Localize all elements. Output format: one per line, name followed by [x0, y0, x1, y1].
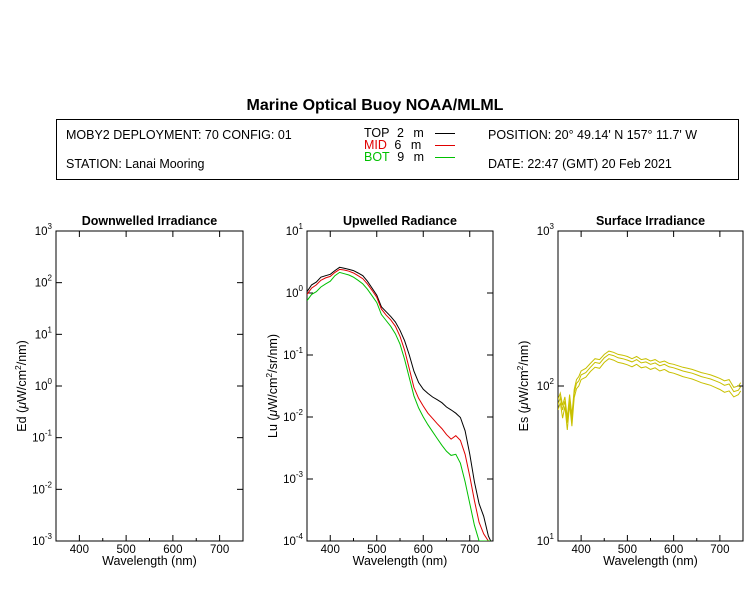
- downwelled-y-tick-label: 102: [35, 274, 53, 290]
- upwelled-x-tick-label: 600: [414, 544, 433, 556]
- downwelled-y-tick-label: 10-2: [32, 480, 52, 496]
- upwelled-x-tick-label: 500: [367, 544, 386, 556]
- upwelled-series-line-1: [307, 268, 491, 541]
- legend-top-name: TOP: [364, 126, 390, 140]
- downwelled-x-tick-label: 500: [117, 544, 136, 556]
- surface-plot-frame: [557, 230, 744, 542]
- downwelled-plot-frame: [55, 230, 244, 542]
- downwelled-x-tick-label: 400: [70, 544, 89, 556]
- date-text: DATE: 22:47 (GMT) 20 Feb 2021: [488, 157, 672, 171]
- downwelled-x-tick-label: 600: [163, 544, 182, 556]
- downwelled-y-axis-label: Ed (μW/cm2/nm): [13, 340, 29, 431]
- upwelled-x-tick-label: 700: [460, 544, 479, 556]
- legend-mid-depth: 6: [394, 138, 402, 152]
- upwelled-series-line-0: [307, 266, 492, 541]
- surface-y-tick-label: 101: [537, 532, 555, 548]
- downwelled-chart: Downwelled Irradiance 400 500 600 700 Wavelen…: [13, 214, 244, 568]
- legend-bot-name: BOT: [364, 150, 390, 164]
- surface-y-tick-label: 103: [537, 222, 555, 238]
- downwelled-x-tick-label: 700: [210, 544, 229, 556]
- position-text: POSITION: 20° 49.14' N 157° 11.7' W: [488, 128, 698, 142]
- legend-mid-name: MID: [364, 138, 387, 152]
- page-title: Marine Optical Buoy NOAA/MLML: [246, 97, 504, 114]
- downwelled-y-tick-label: 100: [35, 377, 53, 393]
- surface-x-tick-label: 700: [710, 544, 729, 556]
- downwelled-y-tick-label: 10-3: [32, 532, 52, 548]
- upwelled-y-axis-label: Lu (μW/cm2/sr/nm): [264, 334, 280, 438]
- upwelled-y-tick-label: 100: [286, 284, 304, 300]
- surface-series-line-2: [558, 358, 742, 431]
- upwelled-chart-title: Upwelled Radiance: [343, 214, 457, 228]
- legend-mid-line: [435, 145, 455, 146]
- surface-y-tick-label: 102: [537, 377, 555, 393]
- upwelled-y-tick-label: 101: [286, 222, 304, 238]
- legend-top-depth: 2: [396, 126, 404, 140]
- surface-y-axis-label: Es (μW/cm2/nm): [515, 341, 531, 432]
- legend-bot-unit: m: [413, 150, 425, 164]
- upwelled-series-line-2: [307, 271, 491, 541]
- downwelled-y-tick-label: 103: [35, 222, 53, 238]
- station-text: STATION: Lanai Mooring: [66, 157, 205, 171]
- surface-chart-title: Surface Irradiance: [596, 214, 705, 228]
- legend-top-unit: m: [413, 126, 424, 140]
- surface-x-tick-label: 500: [618, 544, 637, 556]
- downwelled-y-tick-label: 101: [35, 325, 53, 341]
- legend-bot: BOT 9 m: [364, 150, 425, 164]
- downwelled-y-tick-label: 10-1: [32, 429, 52, 445]
- surface-series-line-1: [558, 353, 742, 423]
- legend-bot-line: [435, 157, 455, 158]
- upwelled-y-tick-label: 10-1: [283, 346, 303, 362]
- surface-x-axis-label: Wavelength (nm): [603, 554, 698, 568]
- surface-series-line-0: [558, 350, 742, 419]
- upwelled-x-tick-label: 400: [321, 544, 340, 556]
- surface-x-tick-label: 400: [572, 544, 591, 556]
- deployment-text: MOBY2 DEPLOYMENT: 70 CONFIG: 01: [66, 128, 292, 142]
- downwelled-x-axis-label: Wavelength (nm): [102, 554, 197, 568]
- legend-mid: MID 6 m: [364, 138, 422, 152]
- upwelled-y-tick-label: 10-4: [283, 532, 303, 548]
- info-box: MOBY2 DEPLOYMENT: 70 CONFIG: 01 STATION:…: [56, 119, 739, 180]
- surface-x-tick-label: 600: [664, 544, 683, 556]
- upwelled-y-tick-label: 10-3: [283, 470, 303, 486]
- surface-chart: Surface Irradiance 400 500 600 700 Wavelength…: [515, 214, 744, 568]
- upwelled-y-tick-label: 10-2: [283, 408, 303, 424]
- downwelled-chart-title: Downwelled Irradiance: [82, 214, 218, 228]
- upwelled-chart: Upwelled Radiance 400 500 600 700 Wavelength …: [264, 214, 494, 568]
- legend-bot-depth: 9: [397, 150, 405, 164]
- legend-mid-unit: m: [410, 138, 422, 152]
- legend-top-line: [435, 133, 455, 134]
- upwelled-plot-frame: [306, 230, 494, 542]
- legend-top: TOP 2 m: [364, 126, 424, 140]
- upwelled-x-axis-label: Wavelength (nm): [353, 554, 448, 568]
